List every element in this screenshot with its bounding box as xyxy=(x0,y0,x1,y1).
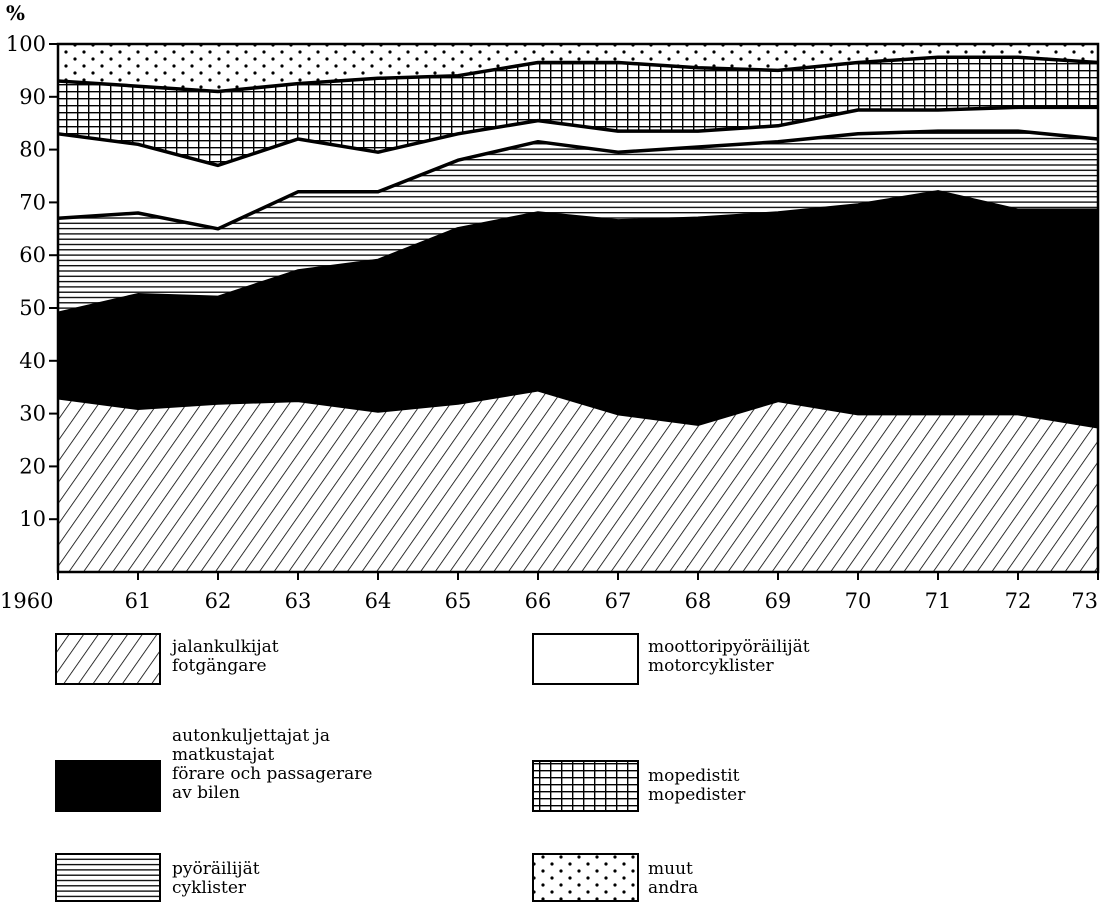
x-tick-label: 71 xyxy=(925,589,952,613)
legend-label-pedestrians: jalankulkijat xyxy=(170,637,279,657)
legend-label-other: muut xyxy=(648,859,693,879)
x-tick-label: 70 xyxy=(845,589,872,613)
x-tick-label: 64 xyxy=(365,589,392,613)
x-tick-label: 61 xyxy=(125,589,152,613)
y-tick-label: 80 xyxy=(19,138,46,162)
y-tick-label: 10 xyxy=(19,507,46,531)
legend-label-motorcyclists: motorcyklister xyxy=(648,656,774,676)
boundary-mopeds xyxy=(57,55,1099,94)
legend-label-cyclists: pyöräilijät xyxy=(172,859,260,879)
legend-swatch-cyclists xyxy=(55,853,161,902)
boundary-cyclists xyxy=(57,129,1099,231)
legend-label-car: matkustajat xyxy=(172,745,274,765)
y-tick-label: 20 xyxy=(19,454,46,478)
area-other xyxy=(58,44,1098,92)
legend-label-pedestrians: fotgängare xyxy=(172,656,267,676)
y-tick-label: 60 xyxy=(19,243,46,267)
x-tick-label: 69 xyxy=(765,589,792,613)
boundary-car xyxy=(57,190,1098,316)
y-tick-label: 70 xyxy=(19,190,46,214)
legend-label-mopeds: mopedister xyxy=(648,785,746,805)
area-pedestrians xyxy=(58,389,1098,572)
x-axis: 1960 61 62 63 64 65 66 67 68 69 70 71 72 73 xyxy=(0,572,1099,613)
legend-label-other: andra xyxy=(648,878,698,898)
y-tick-label: 40 xyxy=(19,349,46,373)
x-tick-label: 63 xyxy=(285,589,312,613)
legend-label-cyclists: cyklister xyxy=(172,878,247,898)
boundary-pedestrians xyxy=(57,388,1099,429)
legend-label-car: autonkuljettajat ja xyxy=(172,726,330,746)
series-boundaries xyxy=(57,55,1099,429)
legend-swatch-car xyxy=(55,760,161,812)
x-tick-label: 72 xyxy=(1005,589,1032,613)
legend-label-motorcyclists: moottoripyöräilijät xyxy=(648,637,810,657)
x-tick-label: 65 xyxy=(445,589,472,613)
legend-swatch-other xyxy=(532,853,639,902)
y-axis-unit-label: % xyxy=(6,1,25,25)
x-tick-label: 66 xyxy=(525,589,552,613)
y-tick-label: 50 xyxy=(19,296,46,320)
legend-swatch-pedestrians xyxy=(55,633,161,685)
legend-label-car: av bilen xyxy=(172,783,240,803)
x-tick-label: 67 xyxy=(605,589,632,613)
legend-swatch-motorcyclists xyxy=(532,633,639,685)
area-car xyxy=(58,191,1098,427)
x-tick-label: 73 xyxy=(1071,589,1098,613)
legend-swatch-mopeds xyxy=(532,760,639,812)
series-areas xyxy=(58,44,1098,572)
legend-label-mopeds: mopedistit xyxy=(648,766,740,786)
x-tick-label: 68 xyxy=(685,589,712,613)
boundary-motorcyclists xyxy=(57,105,1098,168)
y-axis: 10 20 30 40 50 60 70 80 90 100 xyxy=(6,32,58,531)
y-tick-label: 30 xyxy=(19,402,46,426)
x-tick-label: 1960 xyxy=(0,589,53,613)
x-tick-label: 62 xyxy=(205,589,232,613)
legend-label-car: förare och passagerare xyxy=(172,764,372,784)
area-mopeds xyxy=(58,57,1098,166)
y-tick-label: 90 xyxy=(19,85,46,109)
y-tick-label: 100 xyxy=(6,32,46,56)
